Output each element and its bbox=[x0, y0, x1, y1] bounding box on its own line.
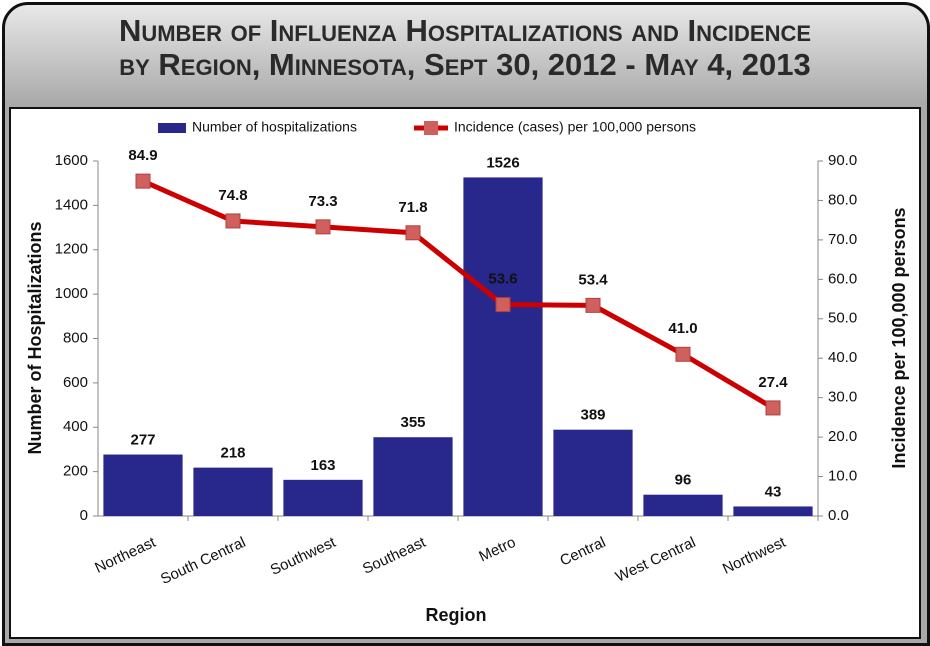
y2-tick-label: 20.0 bbox=[828, 428, 857, 445]
line-marker bbox=[495, 297, 511, 313]
line-marker bbox=[675, 346, 691, 362]
y2-axis-label: Incidence per 100,000 persons bbox=[889, 207, 909, 468]
title-line: by Region, Minnesota, Sept 30, 2012 - Ma… bbox=[119, 47, 811, 82]
y-tick-label: 200 bbox=[63, 463, 88, 480]
line-label: 73.3 bbox=[308, 193, 337, 210]
line-label: 74.8 bbox=[218, 187, 247, 204]
line-label: 27.4 bbox=[758, 374, 788, 391]
y-tick-label: 800 bbox=[63, 329, 88, 346]
bar-label: 96 bbox=[675, 472, 692, 489]
line-marker bbox=[585, 297, 601, 313]
y2-tick-label: 30.0 bbox=[828, 389, 857, 406]
y2-tick-label: 90.0 bbox=[828, 152, 857, 169]
line-label: 53.6 bbox=[488, 271, 517, 288]
line-marker bbox=[765, 400, 781, 416]
bar-label: 277 bbox=[130, 432, 155, 449]
line-label: 41.0 bbox=[668, 320, 697, 337]
y-tick-label: 1200 bbox=[55, 241, 88, 258]
y2-tick-label: 80.0 bbox=[828, 191, 857, 208]
line-label: 71.8 bbox=[398, 199, 427, 216]
bar-label: 355 bbox=[400, 414, 425, 431]
y-tick-label: 1400 bbox=[55, 196, 88, 213]
line-marker bbox=[315, 219, 331, 235]
legend-label: Incidence (cases) per 100,000 persons bbox=[454, 119, 696, 135]
legend-marker bbox=[424, 121, 438, 135]
bar-label: 218 bbox=[220, 445, 245, 462]
line-marker bbox=[405, 225, 421, 241]
title-line: Number of Influenza Hospitalizations and… bbox=[118, 13, 812, 48]
line-marker bbox=[225, 213, 241, 229]
bar bbox=[553, 429, 633, 516]
bar bbox=[643, 494, 723, 516]
y2-tick-label: 10.0 bbox=[828, 468, 857, 485]
legend-swatch bbox=[158, 123, 186, 133]
y2-tick-label: 40.0 bbox=[828, 349, 857, 366]
line-label: 84.9 bbox=[128, 147, 157, 164]
y-tick-label: 1600 bbox=[55, 152, 88, 169]
chart-title: Number of Influenza Hospitalizations and… bbox=[0, 14, 930, 82]
bar-label: 163 bbox=[310, 457, 335, 474]
bar bbox=[193, 467, 273, 516]
bar bbox=[733, 506, 813, 516]
x-axis-label: Region bbox=[426, 605, 487, 625]
bar-label: 389 bbox=[580, 407, 605, 424]
line-label: 53.4 bbox=[578, 271, 608, 288]
y-tick-label: 600 bbox=[63, 374, 88, 391]
y-axis-label: Number of Hospitalizations bbox=[25, 221, 45, 454]
bar bbox=[463, 177, 543, 516]
bar bbox=[103, 454, 183, 516]
bar-label: 1526 bbox=[486, 154, 519, 171]
y2-tick-label: 50.0 bbox=[828, 310, 857, 327]
y-tick-label: 1000 bbox=[55, 285, 88, 302]
legend-label: Number of hospitalizations bbox=[192, 119, 357, 135]
bar-label: 43 bbox=[765, 483, 782, 500]
y2-tick-label: 70.0 bbox=[828, 231, 857, 248]
line bbox=[141, 178, 775, 411]
bar bbox=[373, 437, 453, 516]
bar bbox=[283, 479, 363, 516]
y-tick-label: 400 bbox=[63, 418, 88, 435]
line-marker bbox=[135, 173, 151, 189]
y-tick-label: 0 bbox=[80, 507, 88, 524]
y2-tick-label: 60.0 bbox=[828, 270, 857, 287]
y2-tick-label: 0.0 bbox=[828, 507, 849, 524]
